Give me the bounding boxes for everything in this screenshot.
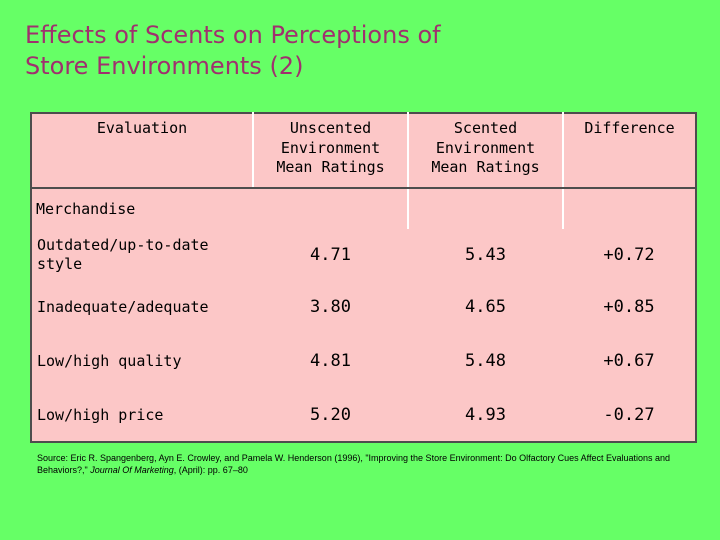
header-difference-label: Difference — [584, 119, 675, 137]
table-row: Outdated/up-to-date style 4.71 5.43 +0.7… — [31, 229, 696, 281]
header-evaluation: Evaluation — [31, 113, 254, 189]
row-label: Inadequate/adequate — [37, 297, 209, 316]
unscented-value: 4.81 — [310, 350, 351, 371]
slide-title-line-1: Effects of Scents on Perceptions of — [25, 21, 441, 49]
table-row: Inadequate/adequate 3.80 4.65 +0.85 — [31, 281, 696, 333]
header-scented-line-1: Scented — [453, 119, 518, 137]
scented-value: 4.93 — [465, 404, 506, 425]
header-unscented-line-3: Mean Ratings — [276, 158, 385, 176]
header-evaluation-label: Evaluation — [96, 119, 188, 137]
difference-value: +0.72 — [603, 244, 655, 265]
header-scented-line-3: Mean Ratings — [431, 158, 540, 176]
group-blank-cell — [253, 188, 409, 229]
slide-title-line-2: Store Environments (2) — [25, 52, 304, 80]
scented-value: 5.48 — [465, 350, 506, 371]
group-blank-cell — [408, 188, 564, 229]
source-citation-pages: , (April): pp. 67–80 — [173, 465, 248, 475]
unscented-value: 3.80 — [310, 296, 351, 317]
header-scented: Scented Environment Mean Ratings — [408, 113, 564, 189]
source-journal-name: Journal Of Marketing — [90, 465, 174, 475]
difference-value: -0.27 — [603, 404, 655, 425]
source-citation: Source: Eric R. Spangenberg, Ayn E. Crow… — [37, 452, 697, 476]
header-difference: Difference — [563, 113, 696, 189]
difference-value: +0.67 — [603, 350, 655, 371]
header-unscented: Unscented Environment Mean Ratings — [253, 113, 409, 189]
group-label: Merchandise — [36, 200, 136, 218]
header-row: Evaluation Unscented Environment Mean Ra… — [31, 113, 696, 189]
group-blank-cell — [563, 188, 696, 229]
header-unscented-line-2: Environment — [280, 138, 381, 157]
table-row: Low/high quality 4.81 5.48 +0.67 — [31, 333, 696, 389]
table-row: Low/high price 5.20 4.93 -0.27 — [31, 389, 696, 442]
difference-value: +0.85 — [603, 296, 655, 317]
header-unscented-line-1: Unscented — [289, 119, 372, 137]
unscented-value: 5.20 — [310, 404, 351, 425]
slide-title: Effects of Scents on Perceptions of Stor… — [25, 20, 705, 82]
row-label: Low/high quality — [37, 351, 182, 370]
ratings-table: Evaluation Unscented Environment Mean Ra… — [30, 112, 697, 443]
scented-value: 4.65 — [465, 296, 506, 317]
header-scented-line-2: Environment — [435, 138, 536, 157]
row-label: Outdated/up-to-date style — [37, 236, 209, 273]
source-citation-text: Source: Eric R. Spangenberg, Ayn E. Crow… — [37, 453, 671, 475]
group-row-merchandise: Merchandise — [31, 188, 696, 229]
unscented-value: 4.71 — [310, 244, 351, 265]
scented-value: 5.43 — [465, 244, 506, 265]
row-label: Low/high price — [37, 405, 164, 424]
